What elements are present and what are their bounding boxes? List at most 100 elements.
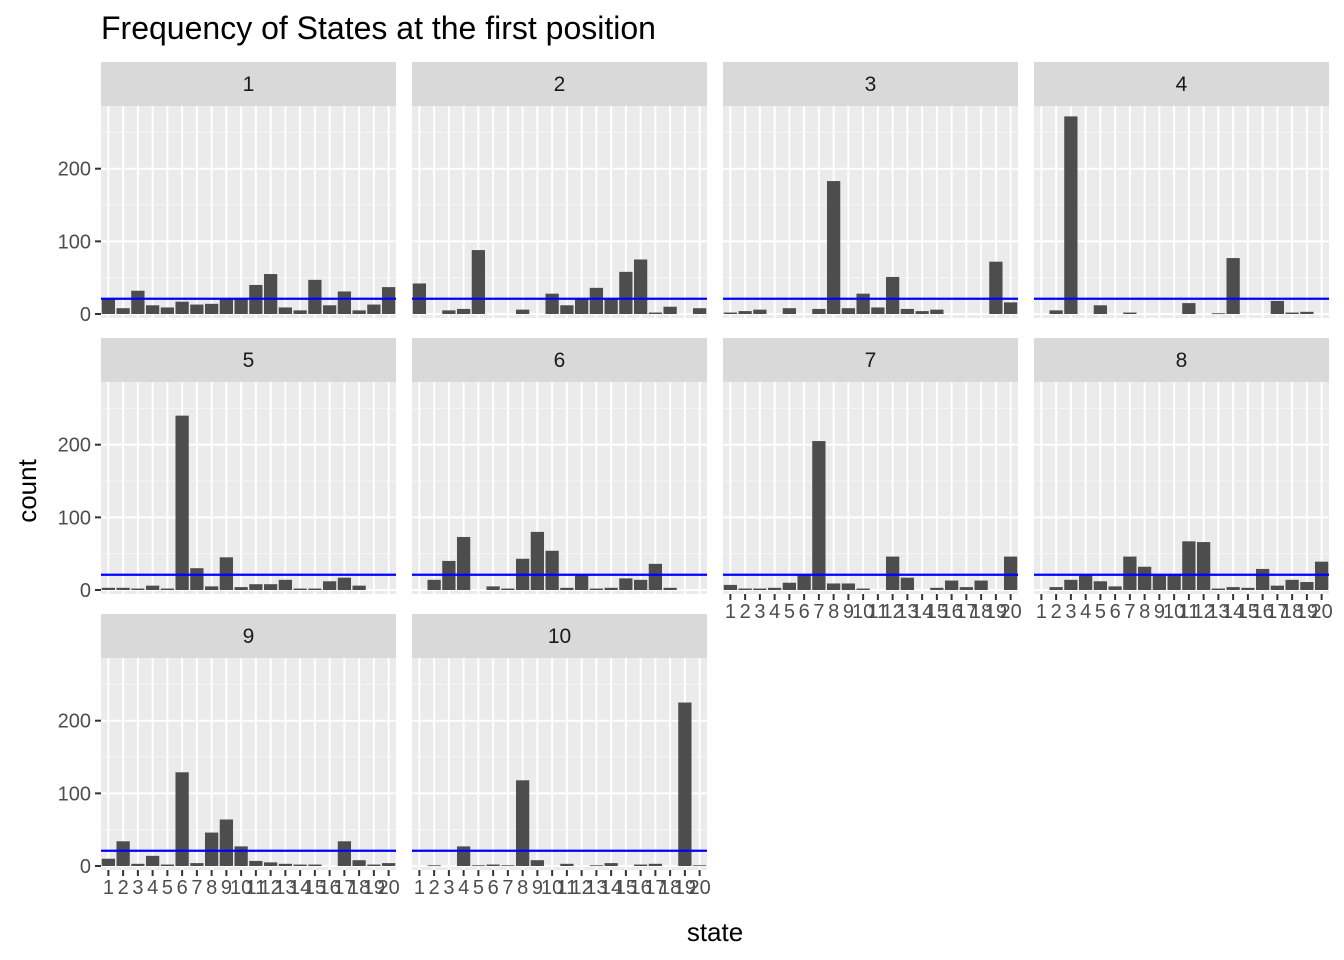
bar-state-3	[1064, 116, 1078, 314]
bar-state-17	[337, 841, 352, 866]
bar-state-7	[190, 304, 204, 314]
bar-state-2	[116, 841, 130, 866]
bar-state-2	[427, 579, 441, 590]
x-tick-label: 7	[813, 601, 824, 623]
bar-state-11	[1182, 541, 1196, 590]
bar-state-15	[930, 309, 944, 314]
bar-state-13	[900, 577, 915, 590]
y-tick-label: 200	[58, 435, 91, 457]
bar-state-12	[263, 862, 278, 866]
bar-state-17	[648, 563, 663, 590]
bar-state-3	[442, 310, 456, 314]
bar-state-5	[1093, 305, 1108, 314]
x-tick-label: 1	[1036, 601, 1047, 623]
panel-background	[723, 106, 1018, 318]
y-axis-title: count	[12, 458, 42, 522]
x-tick-label: 18	[348, 877, 370, 899]
x-tick-label: 8	[828, 601, 839, 623]
bar-state-2	[427, 865, 441, 867]
bar-state-17	[648, 863, 663, 866]
bar-state-17	[959, 587, 974, 590]
bar-state-18	[1285, 579, 1299, 590]
x-tick-label: 19	[363, 877, 385, 899]
bar-state-20	[381, 287, 396, 314]
bar-state-6	[486, 586, 500, 590]
bar-state-13	[589, 588, 604, 590]
bar-state-19	[367, 304, 381, 314]
bar-state-18	[663, 306, 677, 314]
x-tick-label: 6	[1110, 601, 1121, 623]
facet-strip-label: 9	[243, 625, 255, 648]
bar-state-6	[175, 301, 189, 314]
x-tick-label: 1	[725, 601, 736, 623]
bar-state-4	[456, 846, 471, 866]
bar-state-17	[337, 291, 352, 314]
bar-state-8	[826, 583, 841, 590]
x-tick-label: 3	[132, 877, 143, 899]
bar-state-6	[175, 415, 189, 590]
bar-state-7	[1123, 312, 1137, 314]
x-tick-label: 9	[532, 877, 543, 899]
bar-state-10	[545, 550, 559, 590]
bar-state-12	[263, 584, 278, 590]
facet-strip-label: 3	[865, 73, 877, 96]
bar-state-12	[885, 276, 900, 314]
x-tick-label: 20	[378, 877, 400, 899]
x-tick-label: 4	[769, 601, 780, 623]
bar-state-20	[381, 863, 396, 866]
bar-state-2	[1049, 587, 1063, 590]
bar-state-2	[738, 588, 752, 590]
facet-strip-label: 10	[548, 625, 571, 648]
bar-state-20	[692, 865, 707, 867]
bar-state-6	[797, 574, 811, 590]
facet-strip-label: 8	[1176, 349, 1188, 372]
bar-state-5	[782, 308, 797, 314]
facet-strip	[412, 614, 707, 658]
bar-state-13	[589, 287, 604, 314]
bar-state-15	[619, 578, 633, 590]
bar-state-11	[871, 307, 885, 314]
bar-state-19	[1300, 311, 1314, 314]
x-tick-label: 7	[191, 877, 202, 899]
y-tick-label: 100	[58, 783, 91, 805]
bar-state-17	[1270, 300, 1285, 314]
x-tick-label: 2	[740, 601, 751, 623]
bar-state-1	[101, 587, 116, 590]
bar-state-18	[352, 310, 366, 314]
bar-state-3	[1064, 579, 1078, 590]
x-tick-label: 10	[852, 601, 874, 623]
x-tick-label: 10	[1163, 601, 1185, 623]
bar-state-4	[145, 585, 160, 590]
bar-state-1	[101, 299, 116, 314]
bar-state-5	[160, 588, 175, 590]
bar-state-19	[989, 261, 1003, 314]
x-tick-label: 6	[799, 601, 810, 623]
bar-state-19	[1300, 582, 1314, 590]
x-tick-label: 16	[941, 601, 963, 623]
bar-state-2	[1049, 310, 1063, 314]
panel-background	[101, 382, 396, 594]
facet-strip-label: 6	[554, 349, 566, 372]
bar-state-4	[456, 308, 471, 314]
bar-state-11	[560, 587, 574, 590]
x-tick-label: 8	[1139, 601, 1150, 623]
x-tick-label: 8	[206, 877, 217, 899]
bar-state-10	[234, 846, 248, 866]
y-tick-label: 100	[58, 507, 91, 529]
bar-state-10	[1167, 574, 1181, 590]
x-tick-label: 9	[843, 601, 854, 623]
bar-state-11	[560, 305, 574, 314]
bar-state-9	[841, 583, 856, 590]
x-tick-label: 2	[1051, 601, 1062, 623]
bar-state-7	[190, 863, 204, 866]
bar-state-14	[293, 588, 307, 590]
x-tick-label: 5	[162, 877, 173, 899]
x-tick-label: 13	[1207, 601, 1229, 623]
x-tick-label: 3	[443, 877, 454, 899]
bar-state-4	[145, 855, 160, 866]
bar-state-19	[367, 864, 381, 866]
bar-state-1	[101, 858, 116, 866]
bar-state-16	[633, 579, 648, 590]
x-tick-label: 4	[147, 877, 158, 899]
